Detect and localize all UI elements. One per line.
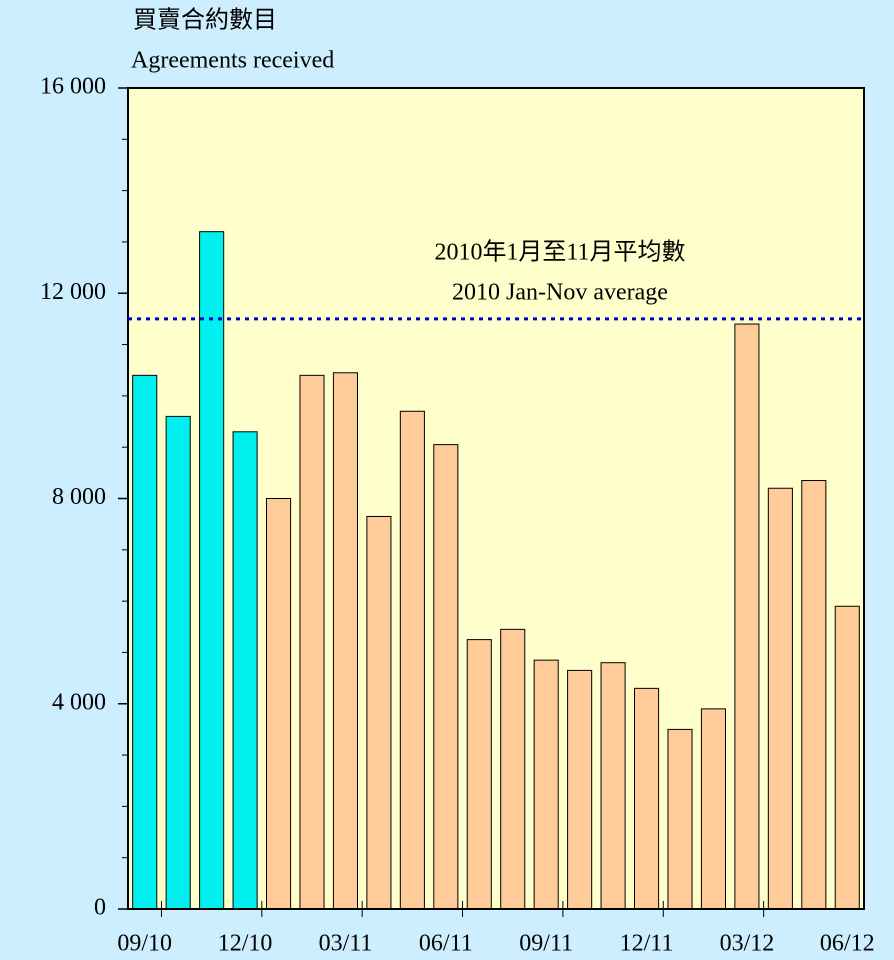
annotation: 2010年1月至11月平均數 [434, 239, 685, 266]
bar [433, 444, 459, 910]
x-tick-label: 06/11 [419, 931, 473, 957]
bar [266, 498, 292, 910]
x-tick-label: 06/12 [820, 931, 875, 957]
y-tick-label: 4 000 [52, 689, 106, 715]
bar [567, 669, 593, 910]
y-axis-label: 買賣合約數目 [133, 7, 277, 34]
bar [767, 487, 793, 910]
bar [132, 374, 158, 910]
bar [801, 480, 827, 910]
bar [667, 728, 693, 910]
y-axis-label: Agreements received [131, 48, 334, 74]
bar [399, 410, 425, 910]
x-tick-label: 03/12 [720, 931, 775, 957]
bar [734, 323, 760, 910]
bar [366, 515, 392, 910]
bar [834, 605, 860, 910]
bar [600, 662, 626, 910]
x-tick-label: 09/10 [117, 931, 172, 957]
y-tick-label: 16 000 [40, 74, 106, 100]
bar [700, 708, 726, 910]
x-tick-label: 09/11 [519, 931, 573, 957]
annotation: 2010 Jan-Nov average [452, 280, 668, 306]
bar [466, 639, 492, 910]
bar [634, 687, 660, 910]
y-tick-label: 8 000 [52, 484, 106, 510]
bar [165, 415, 191, 910]
x-tick-label: 12/11 [620, 931, 674, 957]
y-tick-label: 0 [94, 895, 106, 921]
y-tick-label: 12 000 [40, 279, 106, 305]
bar [299, 374, 325, 910]
bar [199, 231, 225, 910]
x-tick-label: 12/10 [218, 931, 273, 957]
x-tick-label: 03/11 [319, 931, 373, 957]
bar [332, 372, 358, 910]
bar [500, 628, 526, 910]
bar [533, 659, 559, 910]
bar [232, 431, 258, 910]
